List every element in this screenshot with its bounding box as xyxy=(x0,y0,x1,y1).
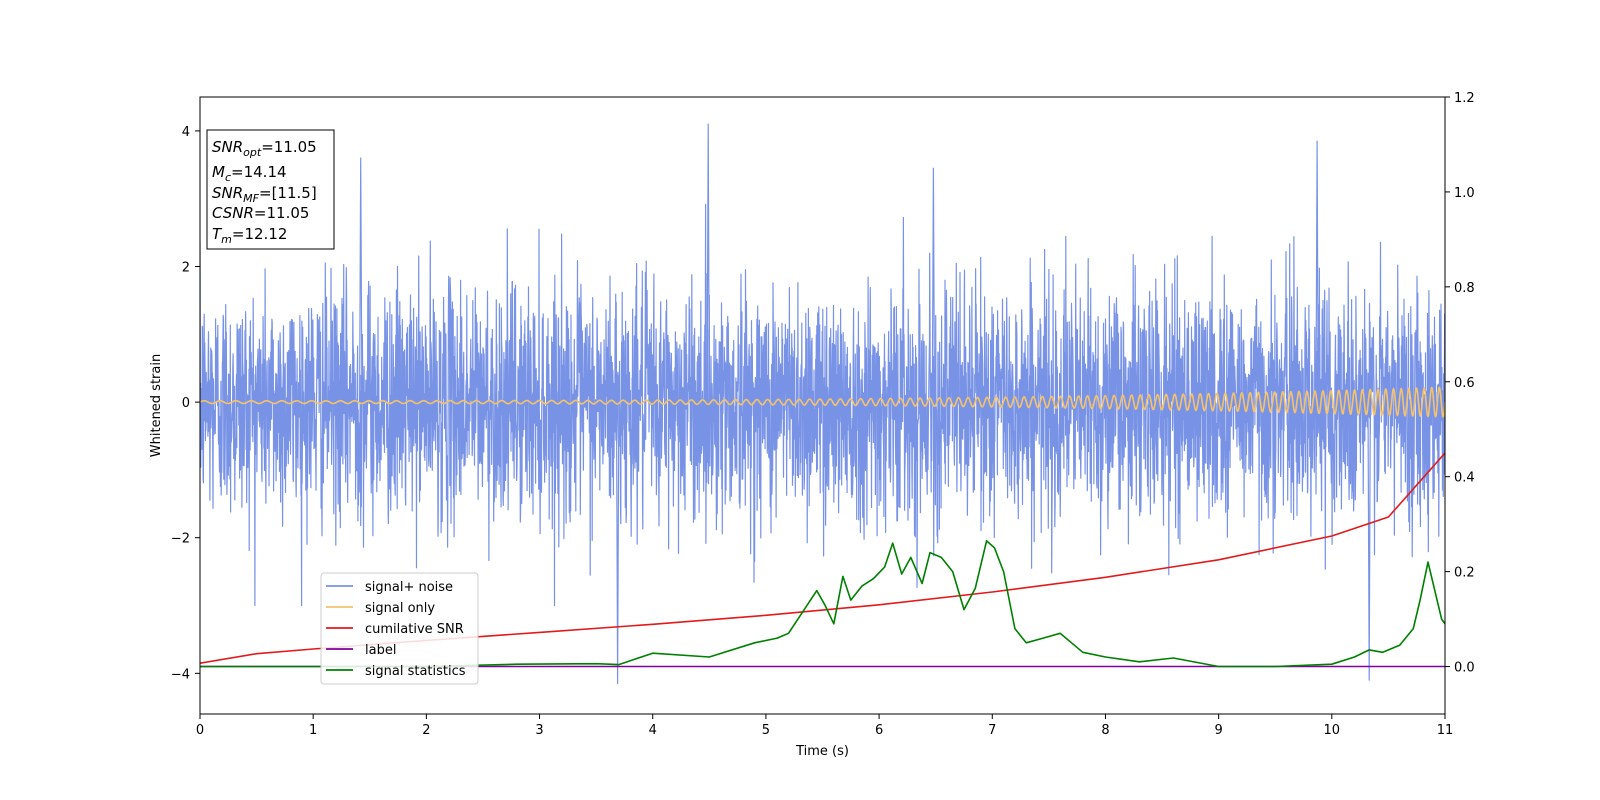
info-box-line: SNRopt=11.05 xyxy=(212,138,317,159)
x-tick-label: 5 xyxy=(762,723,770,738)
legend-label: label xyxy=(365,643,396,658)
y-right-tick-label: 1.0 xyxy=(1454,186,1475,201)
axes: 0 1 2 3 4 5 6 7 8 9 10 11 4 2 0 −2 −4 1.2 1.0 0.8 0.6 0.4 0.2 0… xyxy=(171,91,1475,738)
x-tick-label: 11 xyxy=(1437,723,1454,738)
x-tick-label: 3 xyxy=(535,723,543,738)
info-box-frame xyxy=(206,129,335,250)
x-tick-label: 0 xyxy=(196,723,204,738)
legend-label: signal only xyxy=(365,601,435,616)
y-left-tick-label: 0 xyxy=(182,396,190,411)
legend-label: signal statistics xyxy=(365,664,466,679)
y-axis-label: Whitened strain xyxy=(149,354,164,457)
info-box: SNRopt=11.05 Mc=14.14SNRMF=[11.5]CSNR=11.… xyxy=(206,129,335,250)
x-tick-label: 2 xyxy=(422,723,430,738)
x-tick-label: 8 xyxy=(1101,723,1109,738)
y-left-tick-label: 4 xyxy=(182,125,190,140)
legend-label: signal+ noise xyxy=(365,580,453,595)
y-right-tick-label: 0.4 xyxy=(1454,471,1475,486)
y-left-tick-label: 2 xyxy=(182,261,190,276)
y-right-tick-label: 1.2 xyxy=(1454,91,1475,106)
y-left-tick-label: −4 xyxy=(171,667,190,682)
y-left-tick-label: −2 xyxy=(171,532,190,547)
y-right-tick-label: 0.6 xyxy=(1454,376,1475,391)
legend-frame xyxy=(320,572,479,685)
info-box-line: SNRMF=[11.5] xyxy=(212,184,317,205)
x-tick-label: 1 xyxy=(309,723,317,738)
x-tick-label: 4 xyxy=(649,723,657,738)
x-axis-label: Time (s) xyxy=(795,744,849,759)
x-tick-label: 6 xyxy=(875,723,883,738)
x-tick-label: 10 xyxy=(1324,723,1341,738)
y-right-tick-label: 0.2 xyxy=(1454,566,1475,581)
info-box-line: Tm=12.12 xyxy=(212,225,287,246)
info-box-line: Mc=14.14 xyxy=(212,163,287,184)
x-tick-label: 7 xyxy=(988,723,996,738)
x-tick-label: 9 xyxy=(1214,723,1222,738)
legend: signal+ noise signal only cumilative SNR la… xyxy=(320,572,479,685)
y-right-tick-label: 0.8 xyxy=(1454,281,1475,296)
y-right-tick-label: 0.0 xyxy=(1454,661,1475,676)
series-line-signal-only xyxy=(200,386,1445,418)
plot-frame xyxy=(199,96,1446,715)
info-box-line: CSNR=11.05 xyxy=(212,204,309,222)
series-line-signal-statistics xyxy=(200,540,1445,668)
legend-label: cumilative SNR xyxy=(365,622,464,637)
